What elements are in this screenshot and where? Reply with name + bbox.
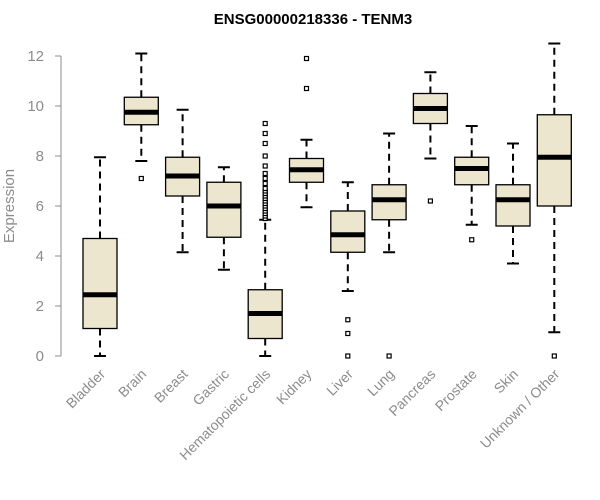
x-tick-label: Prostate	[432, 366, 480, 414]
box-gastric	[206, 166, 242, 271]
y-tick-label: 8	[36, 148, 44, 165]
iqr-box	[206, 181, 242, 238]
outlier-point	[262, 120, 268, 127]
box-liver	[330, 181, 366, 359]
x-tick-label: Breast	[151, 366, 191, 406]
outlier-point	[262, 175, 268, 182]
outlier-point	[262, 140, 268, 147]
y-tick-label: 6	[36, 198, 44, 215]
outlier-point	[262, 130, 268, 137]
axes: 0 2 4 6 8 10 12	[27, 48, 62, 365]
outlier-point	[345, 330, 351, 337]
box-unknown-other	[536, 42, 572, 359]
box-skin	[495, 142, 531, 265]
chart-title: ENSG00000218336 - TENM3	[214, 11, 412, 28]
outlier-point	[138, 175, 144, 182]
outlier-point	[386, 353, 392, 359]
x-tick-label: Bladder	[63, 366, 109, 412]
outlier-point	[303, 85, 310, 92]
y-axis-label: Expression	[1, 169, 18, 243]
outlier-point	[262, 153, 268, 159]
iqr-box	[330, 210, 366, 253]
iqr-box	[82, 237, 118, 330]
x-tick-label: Lung	[364, 366, 397, 399]
box-brain	[123, 52, 159, 182]
box-breast	[164, 108, 201, 254]
y-tick-label: 0	[36, 348, 44, 365]
box-lung	[371, 132, 407, 359]
outlier-point	[551, 353, 557, 359]
y-tick-label: 12	[27, 48, 44, 65]
boxes	[82, 42, 572, 359]
x-tick-label: Brain	[115, 366, 149, 400]
outlier-point	[262, 170, 268, 177]
outlier-point	[345, 317, 351, 323]
box-bladder	[82, 156, 118, 357]
outlier-point	[345, 353, 351, 359]
box-hematopoietic-cells	[247, 120, 283, 357]
iqr-box	[495, 184, 531, 227]
x-tick-label: Liver	[323, 366, 356, 399]
outlier-point	[469, 237, 475, 243]
outlier-point	[303, 55, 310, 62]
box-prostate	[454, 125, 490, 243]
outlier-point	[262, 180, 268, 187]
outlier-point	[262, 163, 268, 169]
outlier-point	[427, 198, 433, 204]
outlier-point	[262, 185, 268, 192]
y-tick-label: 2	[36, 298, 44, 315]
y-tick-label: 4	[36, 248, 44, 265]
x-tick-label: Skin	[491, 366, 522, 397]
box-pancreas	[412, 71, 449, 204]
box-kidney	[288, 55, 325, 209]
y-tick-label: 10	[27, 98, 44, 115]
iqr-box	[536, 114, 572, 207]
x-tick-label: Kidney	[273, 366, 315, 408]
